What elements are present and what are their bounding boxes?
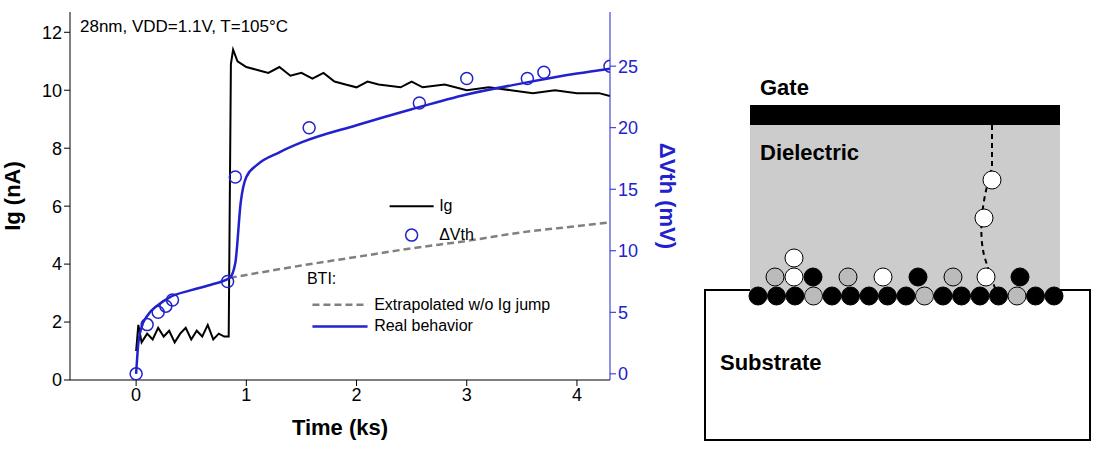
svg-text:8: 8 bbox=[52, 139, 62, 159]
svg-text:Substrate: Substrate bbox=[720, 350, 821, 375]
html-text:Extrapolated w/o Ig jump: Extrapolated w/o Ig jump bbox=[374, 295, 551, 313]
svg-text:Time (ks): Time (ks) bbox=[292, 415, 388, 440]
svg-text:4: 4 bbox=[572, 385, 582, 405]
svg-text:ΔVth (mV): ΔVth (mV) bbox=[655, 143, 680, 249]
svg-text:3: 3 bbox=[462, 385, 472, 405]
svg-text:25: 25 bbox=[618, 57, 638, 77]
svg-text:0: 0 bbox=[131, 385, 141, 405]
svg-text:6: 6 bbox=[52, 197, 62, 217]
svg-text:10: 10 bbox=[42, 81, 62, 101]
svg-text:Ig (nA): Ig (nA) bbox=[0, 161, 25, 231]
svg-text:20: 20 bbox=[618, 118, 638, 138]
svg-text:0: 0 bbox=[618, 364, 628, 384]
svg-text:12: 12 bbox=[42, 23, 62, 43]
html-text:Ig: Ig bbox=[439, 197, 453, 215]
html-text:BTI:: BTI: bbox=[306, 269, 337, 287]
html-text:Real behavior: Real behavior bbox=[374, 317, 473, 335]
svg-text:4: 4 bbox=[52, 254, 62, 274]
svg-text:Gate: Gate bbox=[760, 75, 809, 100]
svg-text:5: 5 bbox=[618, 303, 628, 323]
html-text:28nm, VDD=1.1V, T=105°C: 28nm, VDD=1.1V, T=105°C bbox=[80, 17, 289, 36]
svg-text:Dielectric: Dielectric bbox=[760, 140, 859, 165]
svg-text:10: 10 bbox=[618, 241, 638, 261]
html-text:ΔVth: ΔVth bbox=[439, 226, 474, 244]
svg-text:15: 15 bbox=[618, 180, 638, 200]
svg-text:2: 2 bbox=[352, 385, 362, 405]
svg-text:1: 1 bbox=[241, 385, 251, 405]
svg-text:2: 2 bbox=[52, 312, 62, 332]
svg-text:0: 0 bbox=[52, 370, 62, 390]
